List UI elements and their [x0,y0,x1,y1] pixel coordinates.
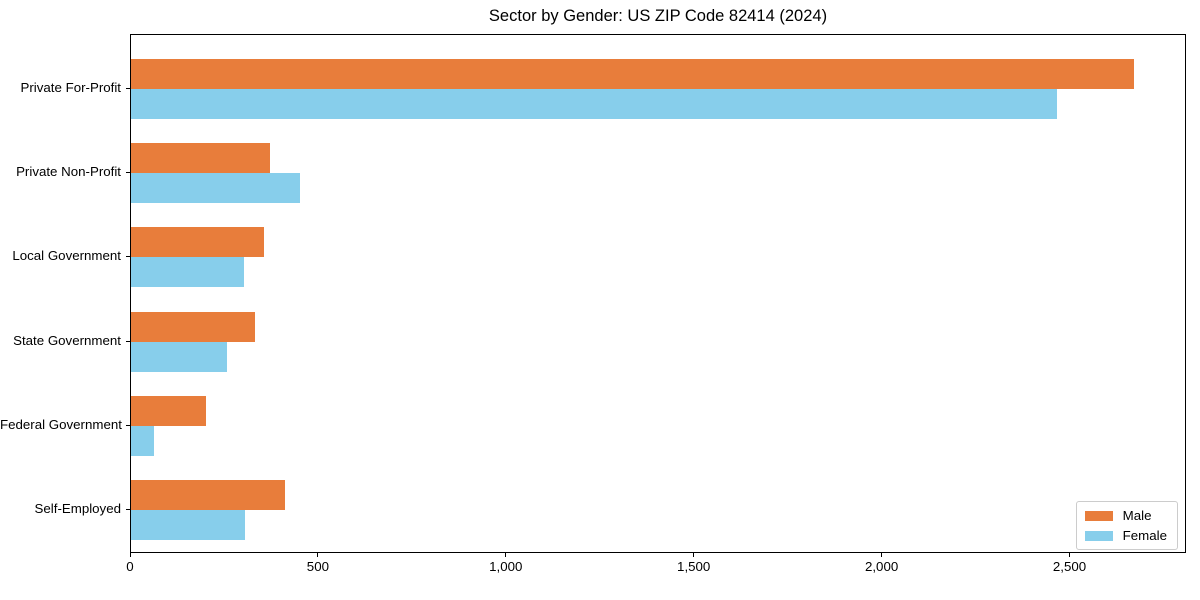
plot-area: Male Female [130,34,1186,553]
y-axis-label-state-government: State Government [13,332,121,348]
x-tick-label-500: 500 [306,559,329,574]
x-tick-mark [693,553,695,557]
bar-male-state-government [131,311,255,342]
y-tick-mark [126,509,130,510]
bar-female-state-government [131,341,227,372]
bar-male-federal-government [131,395,207,426]
y-tick-mark [126,340,130,342]
y-axis-label-self-employed: Self-Employed [34,501,121,516]
y-axis-label-private-for-profit: Private For-Profit [20,80,122,95]
y-axis-label-federal-government: Federal Government [0,416,122,432]
legend-swatch-female [1084,530,1113,541]
x-tick-mark [1069,553,1070,557]
y-tick-mark [126,424,130,426]
legend-label-female: Female [1122,528,1167,543]
bar-male-self-employed [131,480,285,510]
x-tick-mark [317,553,319,557]
y-axis-label-local-government: Local Government [12,248,121,264]
x-tick-label-2-500: 2,500 [1052,559,1087,574]
bar-female-private-non-profit [131,173,300,204]
bar-female-local-government [131,257,244,288]
x-tick-label-1-000: 1,000 [489,559,523,574]
x-tick-mark [881,553,883,557]
legend-entry-female: Female [1084,528,1167,543]
x-tick-mark [505,553,507,557]
y-tick-mark [126,88,130,89]
bar-female-private-for-profit [131,89,1058,119]
x-tick-label-2-000: 2,000 [864,559,899,574]
x-tick-mark [129,553,131,557]
legend: Male Female [1075,501,1178,550]
bar-female-self-employed [131,510,246,540]
bar-male-local-government [131,227,265,258]
y-axis-label-private-non-profit: Private Non-Profit [16,164,121,180]
bar-male-private-non-profit [131,143,270,174]
x-tick-label-1-500: 1,500 [677,559,711,574]
x-tick-label-0: 0 [126,559,134,574]
y-tick-mark [126,256,130,258]
bar-female-federal-government [131,425,154,456]
legend-label-male: Male [1122,508,1152,523]
chart-title: Sector by Gender: US ZIP Code 82414 (202… [488,7,828,25]
bar-male-private-for-profit [131,59,1135,89]
legend-swatch-male [1084,510,1113,521]
legend-entry-male: Male [1084,508,1167,523]
y-tick-mark [126,172,130,174]
